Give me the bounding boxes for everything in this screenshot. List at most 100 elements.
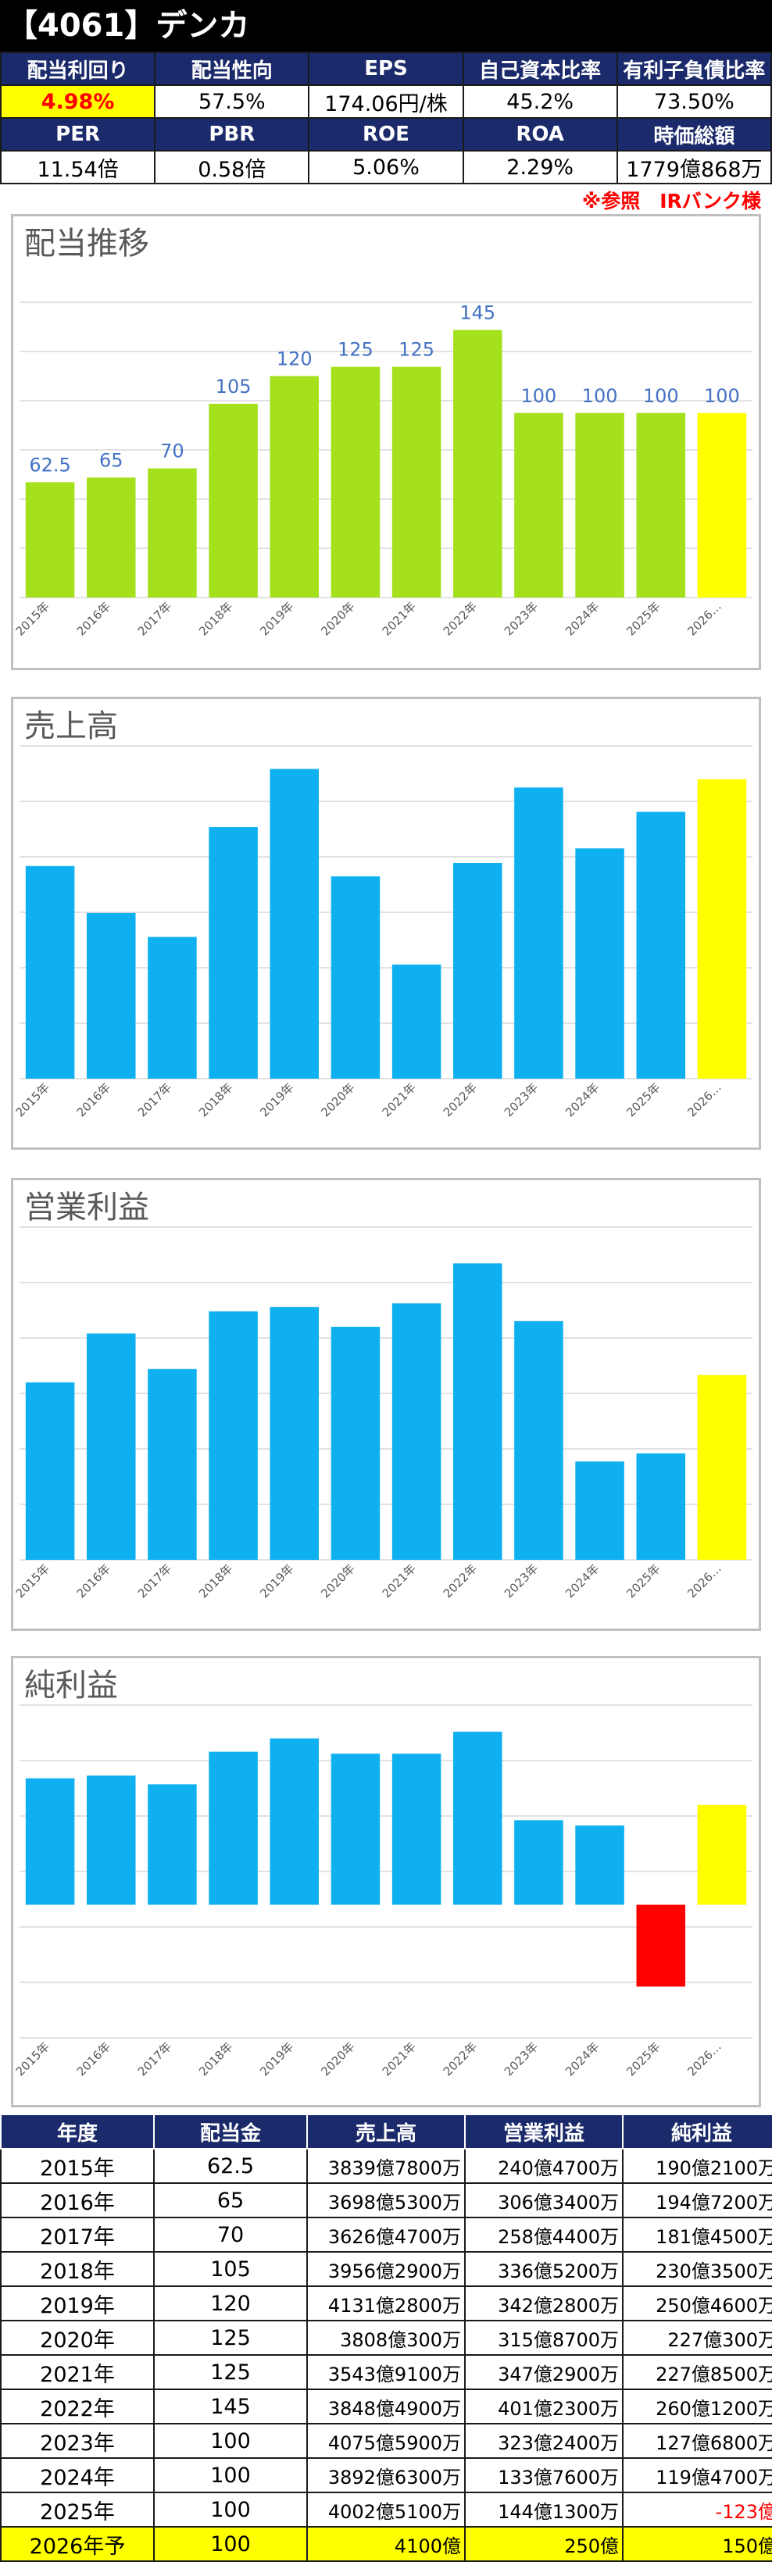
x-tick-label: 2024年 <box>563 1561 602 1600</box>
table-row: 2020年 125 3808億300万 315億8700万 227億300万 <box>0 2320 772 2356</box>
metric-label: 自己資本比率 <box>462 52 618 86</box>
x-tick-label: 2020年 <box>318 1080 357 1119</box>
sales-cell: 4002億5100万 <box>306 2492 466 2528</box>
page-title: 【4061】デンカ <box>0 0 772 52</box>
net-profit-chart: 純利益 2015年 2016年 2017年 2018年 2019年 2020年 2021年 20… <box>11 1656 761 2107</box>
bar-2020年 <box>331 1326 381 1560</box>
x-tick-label: 2025年 <box>624 1561 663 1600</box>
x-tick-label: 2020年 <box>318 599 357 638</box>
dividend-cell: 125 <box>153 2354 308 2390</box>
bar-2017年 <box>148 1368 197 1560</box>
net-profit-cell: 150億 <box>622 2526 772 2562</box>
market-cap-value: 1779億868万 <box>616 150 772 184</box>
metric-label: EPS <box>308 52 464 86</box>
operating-profit-cell: 336億5200万 <box>464 2251 624 2287</box>
roe-value: 5.06% <box>308 150 464 184</box>
data-label: 125 <box>338 339 373 361</box>
x-tick-label: 2024年 <box>563 599 602 638</box>
table-row: 2017年 70 3626億4700万 258億4400万 181億4500万 <box>0 2217 772 2253</box>
bar-2017年 <box>148 937 197 1079</box>
financial-data-table: 年度 配当金 売上高 営業利益 純利益 2015年 62.5 3839億7800万 2… <box>0 2114 772 2562</box>
bar-2022年 <box>452 1263 502 1560</box>
bar-2025年 <box>636 412 686 598</box>
metrics-label-row-2: PER PBR ROE ROA 時価総額 <box>0 117 772 152</box>
operating-profit-cell: 306億3400万 <box>464 2182 624 2218</box>
x-tick-label: 2022年 <box>441 2039 480 2078</box>
sales-cell: 3892億6300万 <box>306 2457 466 2493</box>
net-profit-chart-svg: 純利益 2015年 2016年 2017年 2018年 2019年 2020年 2021年 20… <box>13 1668 752 2078</box>
dividend-cell: 100 <box>153 2526 308 2562</box>
table-row: 2019年 120 4131億2800万 342億2800万 250億4600万 <box>0 2285 772 2321</box>
metric-label: 有利子負債比率 <box>616 52 772 86</box>
x-tick-label: 2022年 <box>441 1080 480 1119</box>
x-tick-label: 2023年 <box>502 599 541 638</box>
bar-2019年 <box>270 1738 320 1905</box>
x-tick-label: 2015年 <box>13 1561 52 1600</box>
data-label: 120 <box>277 348 313 370</box>
x-tick-label: 2017年 <box>135 599 174 638</box>
x-tick-label: 2021年 <box>380 1561 419 1600</box>
table-row: 2015年 62.5 3839億7800万 240億4700万 190億2100万 <box>0 2148 772 2184</box>
bar-2021年 <box>391 964 441 1079</box>
bar-2024年 <box>575 1461 624 1560</box>
year-cell: 2019年 <box>0 2285 155 2321</box>
bar-2016年 <box>86 477 136 598</box>
x-tick-label: 2020年 <box>318 1561 357 1600</box>
dividend-cell: 100 <box>153 2492 308 2528</box>
operating-profit-cell: 240億4700万 <box>464 2148 624 2184</box>
sales-cell: 4100億 <box>306 2526 466 2562</box>
eps-value: 174.06円/株 <box>308 84 464 119</box>
bar-2015年 <box>25 865 75 1079</box>
operating-profit-chart: 営業利益 2015年 2016年 2017年 2018年 2019年 2020年 2021年 2… <box>11 1178 761 1631</box>
data-label: 145 <box>459 301 495 323</box>
x-tick-label: 2026… <box>684 2039 724 2078</box>
bar-2019年 <box>270 1307 320 1560</box>
bar-2026… <box>697 1375 747 1560</box>
sales-chart-svg: 売上高 2015年 2016年 2017年 2018年 2019年 2020年 2021年 20… <box>13 708 752 1119</box>
x-tick-label: 2026… <box>684 1080 724 1119</box>
table-row: 2025年 100 4002億5100万 144億1300万 -123億 <box>0 2492 772 2528</box>
year-cell: 2017年 <box>0 2217 155 2253</box>
net-profit-cell: 227億300万 <box>622 2320 772 2356</box>
x-tick-label: 2018年 <box>196 1080 235 1119</box>
net-profit-cell: 127億6800万 <box>622 2423 772 2459</box>
sales-cell: 3626億4700万 <box>306 2217 466 2253</box>
pbr-value: 0.58倍 <box>154 150 310 184</box>
year-cell: 2024年 <box>0 2457 155 2493</box>
x-tick-label: 2021年 <box>380 2039 419 2078</box>
dividend-cell: 105 <box>153 2251 308 2287</box>
x-tick-label: 2025年 <box>624 2039 663 2078</box>
table-row: 2024年 100 3892億6300万 133億7600万 119億4700万 <box>0 2457 772 2493</box>
x-tick-label: 2025年 <box>624 1080 663 1119</box>
bar-2017年 <box>148 468 197 598</box>
dividend-cell: 70 <box>153 2217 308 2253</box>
dividend-yield-value: 4.98% <box>0 84 156 119</box>
bar-2026… <box>697 412 747 598</box>
debt-ratio-value: 73.50% <box>616 84 772 119</box>
sales-cell: 4131億2800万 <box>306 2285 466 2321</box>
bar-2021年 <box>391 1303 441 1560</box>
dividend-chart-svg: 配当推移 62.5 2015年 65 2016年 70 2017年 105 2018年 120 20… <box>13 226 752 638</box>
x-tick-label: 2026… <box>684 599 724 638</box>
net-profit-cell: 194億7200万 <box>622 2182 772 2218</box>
metric-label: PER <box>0 117 156 152</box>
sales-cell: 3543億9100万 <box>306 2354 466 2390</box>
data-label: 62.5 <box>29 454 70 476</box>
bar-2023年 <box>514 1321 563 1560</box>
bar-2020年 <box>331 1754 381 1905</box>
bar-2019年 <box>270 376 320 598</box>
x-tick-label: 2017年 <box>135 1561 174 1600</box>
dividend-cell: 125 <box>153 2320 308 2356</box>
x-tick-label: 2025年 <box>624 599 663 638</box>
year-cell: 2021年 <box>0 2354 155 2390</box>
bar-2021年 <box>391 366 441 598</box>
bar-2017年 <box>148 1784 197 1905</box>
x-tick-label: 2019年 <box>257 1080 296 1119</box>
bar-2024年 <box>575 1825 624 1905</box>
operating-profit-cell: 401億2300万 <box>464 2389 624 2424</box>
x-tick-label: 2015年 <box>13 2039 52 2078</box>
sales-cell: 3808億300万 <box>306 2320 466 2356</box>
metrics-label-row-1: 配当利回り 配当性向 EPS 自己資本比率 有利子負債比率 <box>0 52 772 86</box>
bar-2025年 <box>636 1904 686 1987</box>
forecast-row: 2026年予 100 4100億 250億 150億 <box>0 2526 772 2562</box>
